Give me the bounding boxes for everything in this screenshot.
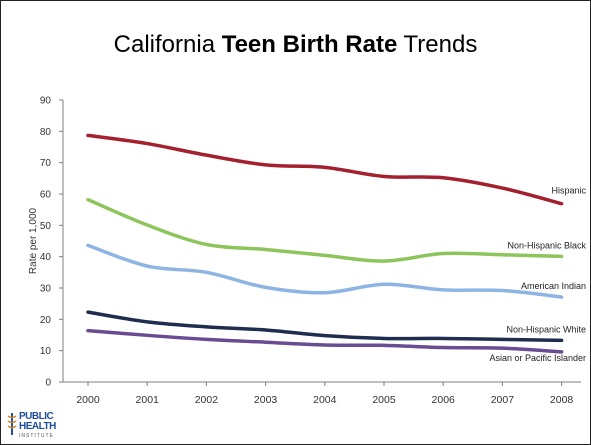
- chart-title: California Teen Birth Rate Trends: [1, 31, 590, 59]
- y-tick-label: 60: [40, 190, 52, 201]
- series-label-asian-or-pacific-islander: Asian or Pacific Islander: [489, 353, 586, 363]
- x-tick-label: 2007: [491, 394, 515, 406]
- x-tick-label: 2002: [195, 394, 219, 406]
- series-line-non-hispanic-black: [86, 197, 564, 263]
- y-tick-label: 90: [40, 96, 52, 107]
- public-health-institute-logo: PUBLIC HEALTH INSTITUTE: [5, 411, 69, 444]
- series-line-hispanic: [86, 133, 564, 206]
- series-line-asian-or-pacific-islander: [86, 328, 564, 354]
- series-label-hispanic: Hispanic: [551, 186, 586, 196]
- caduceus-icon: [7, 413, 17, 435]
- logo-line-2: HEALTH: [19, 421, 56, 432]
- y-tick-label: 10: [40, 346, 52, 357]
- x-tick-label: 2000: [76, 394, 100, 406]
- x-tick-label: 2006: [432, 394, 456, 406]
- series-label-american-indian: American Indian: [521, 281, 586, 291]
- y-axis-label: Rate per 1,000: [28, 207, 39, 274]
- x-tick-label: 2004: [313, 394, 337, 406]
- y-tick-label: 40: [40, 252, 52, 263]
- y-tick-label: 30: [40, 284, 52, 295]
- title-prefix: California: [113, 31, 222, 58]
- x-tick-label: 2005: [372, 394, 396, 406]
- logo-line-1: PUBLIC: [19, 411, 54, 422]
- y-tick-label: 70: [40, 158, 52, 169]
- series-line-american-indian: [86, 243, 564, 299]
- x-tick-label: 2001: [136, 394, 160, 406]
- x-tick-label: 2003: [254, 394, 278, 406]
- series-label-non-hispanic-black: Non-Hispanic Black: [507, 240, 586, 250]
- series-line-non-hispanic-white: [86, 310, 564, 343]
- y-tick-label: 20: [40, 315, 52, 326]
- y-tick-label: 0: [45, 378, 51, 389]
- series-label-non-hispanic-white: Non-Hispanic White: [506, 324, 586, 334]
- title-bold: Teen Birth Rate: [221, 31, 398, 58]
- y-tick-label: 80: [40, 127, 52, 138]
- title-suffix: Trends: [397, 31, 478, 58]
- logo-line-3: INSTITUTE: [19, 433, 54, 439]
- x-tick-label: 2008: [550, 394, 574, 406]
- y-tick-label: 50: [40, 221, 52, 232]
